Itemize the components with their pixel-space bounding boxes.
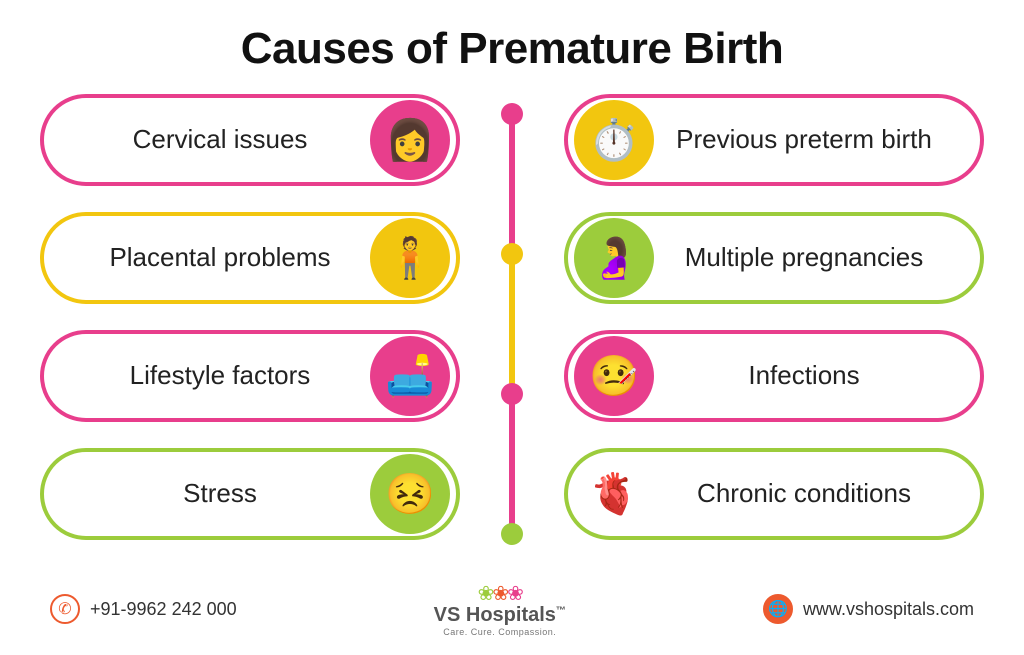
cause-label: Stress [84,479,356,509]
multiple-pregnancies-icon: 🤰 [589,235,639,282]
infections-icon: 🤒 [589,353,639,400]
infographic-content: Cervical issues 👩 Placental problems 🧍 Lifes… [0,94,1024,574]
previous-preterm-birth-icon-bg: ⏱️ [574,100,654,180]
cause-label: Placental problems [84,243,356,273]
cause-stress: Stress 😣 [40,448,460,540]
chronic-conditions-icon: 🫀 [589,471,639,518]
logo-mark-icon: ❀❀❀ [434,581,566,606]
footer-logo: ❀❀❀ VS Hospitals™ Care. Cure. Compassion… [434,581,566,637]
cause-placental-problems: Placental problems 🧍 [40,212,460,304]
stress-icon: 😣 [385,471,435,518]
chronic-conditions-icon-bg: 🫀 [574,454,654,534]
spine-dot [501,243,523,265]
cause-previous-preterm-birth: Previous preterm birth ⏱️ [564,94,984,186]
spine-segment [509,394,515,534]
cause-lifestyle-factors: Lifestyle factors 🛋️ [40,330,460,422]
right-column: Previous preterm birth ⏱️ Multiple pregnan… [564,94,984,540]
cause-label: Multiple pregnancies [668,243,940,273]
cause-label: Cervical issues [84,125,356,155]
cause-chronic-conditions: Chronic conditions 🫀 [564,448,984,540]
spine-segment [509,254,515,394]
left-column: Cervical issues 👩 Placental problems 🧍 Lifes… [40,94,460,540]
cause-cervical-issues: Cervical issues 👩 [40,94,460,186]
cause-label: Chronic conditions [668,479,940,509]
lifestyle-factors-icon: 🛋️ [385,353,435,400]
cause-label: Infections [668,361,940,391]
previous-preterm-birth-icon: ⏱️ [589,117,639,164]
cause-infections: Infections 🤒 [564,330,984,422]
phone-number: +91-9962 242 000 [90,599,237,620]
footer-phone: ✆ +91-9962 242 000 [50,594,237,624]
spine-dot [501,383,523,405]
page-title: Causes of Premature Birth [0,0,1024,74]
globe-icon: 🌐 [763,594,793,624]
cause-multiple-pregnancies: Multiple pregnancies 🤰 [564,212,984,304]
website-url: www.vshospitals.com [803,599,974,620]
cause-label: Previous preterm birth [668,125,940,155]
cervical-issues-icon: 👩 [385,117,435,164]
placental-problems-icon-bg: 🧍 [370,218,450,298]
brand-tagline: Care. Cure. Compassion. [434,627,566,637]
lifestyle-factors-icon-bg: 🛋️ [370,336,450,416]
multiple-pregnancies-icon-bg: 🤰 [574,218,654,298]
placental-problems-icon: 🧍 [385,235,435,282]
stress-icon-bg: 😣 [370,454,450,534]
footer: ✆ +91-9962 242 000 ❀❀❀ VS Hospitals™ Car… [0,581,1024,637]
infections-icon-bg: 🤒 [574,336,654,416]
cervical-issues-icon-bg: 👩 [370,100,450,180]
footer-website: 🌐 www.vshospitals.com [763,594,974,624]
spine-dot [501,523,523,545]
timeline-spine [509,114,515,534]
spine-dot [501,103,523,125]
cause-label: Lifestyle factors [84,361,356,391]
spine-segment [509,114,515,254]
phone-icon: ✆ [50,594,80,624]
brand-name: VS Hospitals™ [434,604,566,627]
